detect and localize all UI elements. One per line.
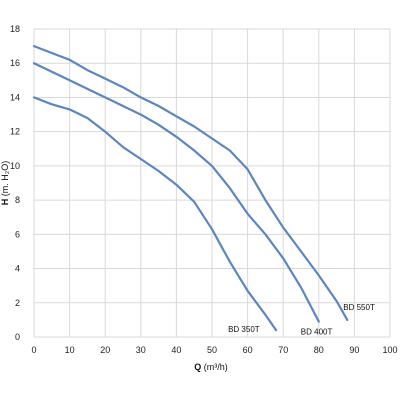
y-tick-label: 16 (10, 58, 20, 68)
series-line-bd-400t (32, 62, 320, 323)
x-axis-label: Q (194, 362, 201, 372)
series-label: BD 550T (343, 303, 375, 312)
series-label: BD 400T (301, 328, 333, 337)
y-tick-label: 12 (10, 127, 20, 137)
y-tick-labels: 0 2 4 6 8 10 12 14 16 18 (10, 24, 20, 342)
vertical-gridlines (33, 29, 391, 337)
x-tick-label: 0 (31, 345, 36, 355)
y-tick-label: 14 (10, 92, 20, 102)
x-tick-label: 80 (314, 345, 324, 355)
y-tick-label: 18 (10, 24, 20, 34)
x-tick-label: 90 (349, 345, 359, 355)
series-label: BD 350T (228, 325, 260, 334)
x-tick-labels: 0 10 20 30 40 50 60 70 80 90 100 (31, 345, 397, 355)
y-tick-label: 8 (15, 195, 20, 205)
x-tick-label: 10 (65, 345, 75, 355)
x-tick-label: 50 (207, 345, 217, 355)
y-tick-label: 2 (15, 298, 20, 308)
x-axis-title: Q (m³/h) (194, 362, 228, 372)
y-tick-label: 0 (15, 332, 20, 342)
series-line-bd-550t (32, 45, 349, 321)
x-tick-label: 20 (100, 345, 110, 355)
series-line-bd-350t (32, 96, 278, 332)
x-tick-label: 40 (171, 345, 181, 355)
y-tick-label: 10 (10, 161, 20, 171)
series-lines (32, 45, 349, 332)
x-tick-label: 100 (382, 345, 397, 355)
x-tick-label: 60 (243, 345, 253, 355)
x-axis-unit: (m³/h) (204, 362, 228, 372)
x-tick-label: 70 (278, 345, 288, 355)
series-labels: BD 350T BD 400T BD 550T (228, 303, 375, 337)
y-axis-title: H (m. H₂O) (0, 161, 10, 206)
x-tick-label: 30 (136, 345, 146, 355)
y-tick-label: 6 (15, 229, 20, 239)
y-tick-label: 4 (15, 264, 20, 274)
y-axis-unit: (m. H₂O) (0, 161, 10, 197)
y-axis-label: H (0, 199, 10, 206)
